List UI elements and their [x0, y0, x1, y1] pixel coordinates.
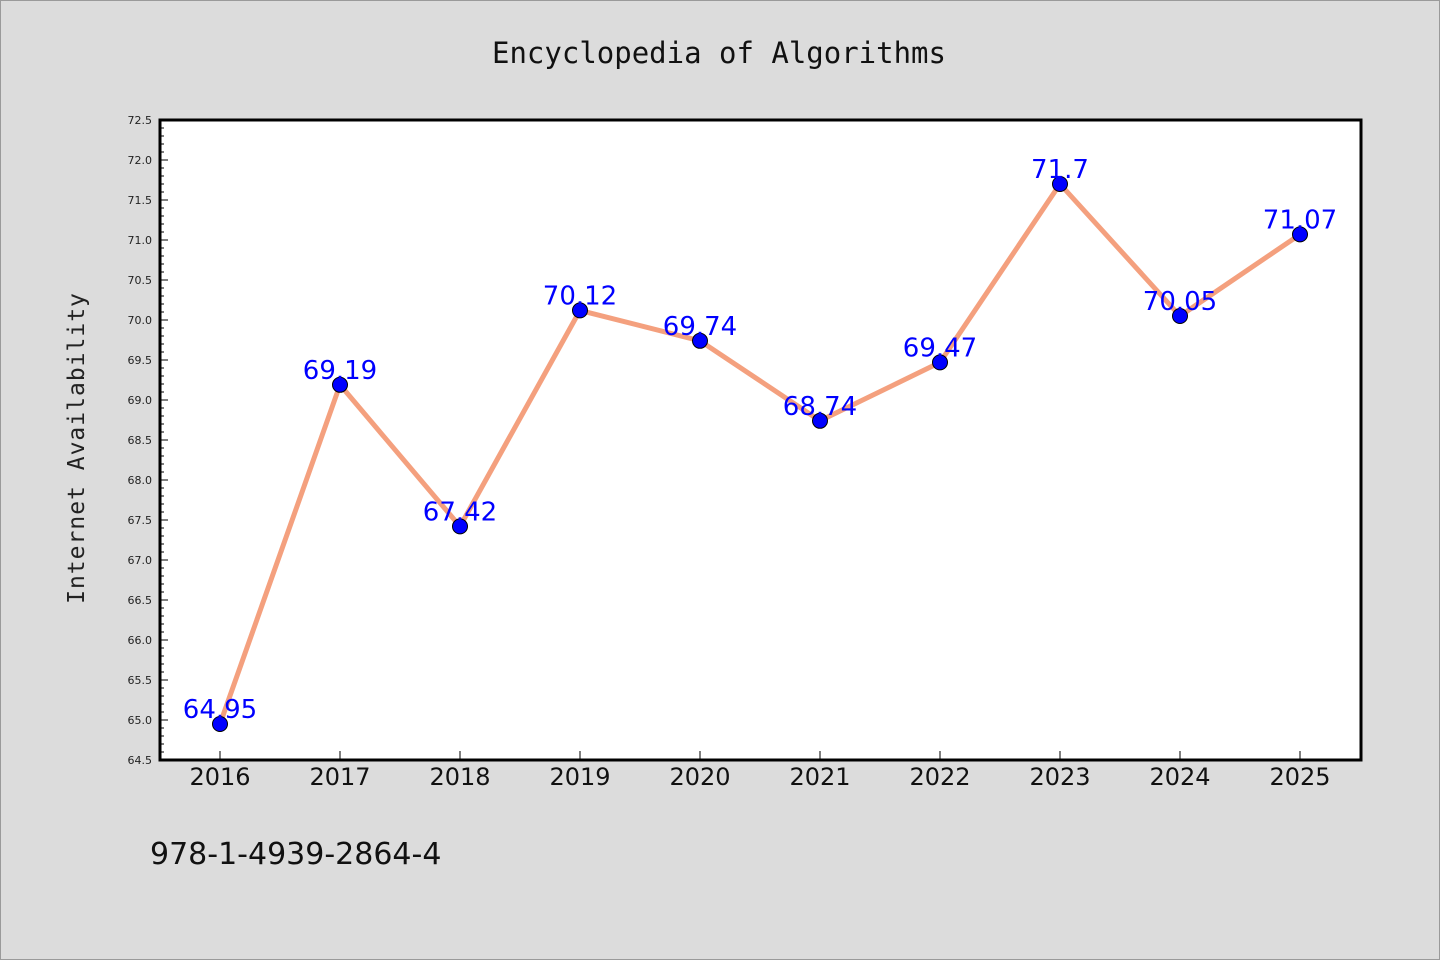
- data-labels: 64.95 69.19 67.42 70.12 69.74 68.74 69.47 71.7 7…: [183, 155, 1337, 725]
- y-tick-label: 70.5: [128, 274, 153, 287]
- y-tick-label: 68.5: [128, 434, 153, 447]
- y-tick-label: 68.0: [128, 474, 153, 487]
- x-tick-label: 2024: [1149, 763, 1210, 791]
- y-axis-title: Internet Availability: [64, 292, 90, 604]
- data-label: 70.12: [543, 281, 617, 311]
- data-label: 64.95: [183, 695, 257, 725]
- y-tick-label: 72.5: [128, 114, 153, 127]
- data-point: [932, 354, 948, 371]
- data-point: [692, 332, 708, 349]
- data-label: 68.74: [783, 392, 857, 422]
- data-label: 71.07: [1263, 205, 1337, 235]
- x-tick-label: 2016: [189, 763, 250, 791]
- y-tick-label: 70.0: [128, 314, 153, 327]
- y-tick-label: 66.0: [128, 634, 153, 647]
- data-point: [1052, 176, 1068, 192]
- y-tick-label: 71.0: [128, 234, 153, 247]
- data-label: 69.47: [903, 333, 977, 363]
- chart-title: Encyclopedia of Algorithms: [492, 36, 946, 70]
- data-label: 71.7: [1031, 155, 1089, 185]
- y-tick-label: 65.5: [128, 674, 153, 687]
- x-tick-label: 2020: [669, 763, 730, 791]
- data-point: [1292, 226, 1308, 243]
- y-tick-label: 69.0: [128, 394, 153, 407]
- isbn-text: 978-1-4939-2864-4: [150, 837, 441, 872]
- y-tick-label: 64.5: [128, 754, 153, 767]
- y-tick-label: 67.0: [128, 554, 153, 567]
- y-tick-label: 65.0: [128, 714, 153, 727]
- y-tick-label: 66.5: [128, 594, 153, 607]
- data-point: [812, 412, 828, 429]
- x-tick-label: 2019: [549, 763, 610, 791]
- y-axis: 64.5 65.0 65.5 66.0 66.5 67.0 67.5 68.0 68.5 69.0…: [128, 114, 168, 767]
- plot-area: [158, 118, 1363, 762]
- x-tick-label: 2021: [789, 763, 850, 791]
- data-point: [332, 376, 348, 393]
- data-label: 69.74: [663, 312, 737, 342]
- y-tick-label: 67.5: [128, 514, 153, 527]
- y-tick-label: 71.5: [128, 194, 153, 207]
- x-tick-label: 2022: [909, 763, 970, 791]
- data-label: 67.42: [423, 497, 497, 527]
- series-line: [217, 181, 1303, 727]
- data-label: 70.05: [1143, 287, 1217, 317]
- data-point: [212, 716, 228, 732]
- x-axis: 2016 2017 2018 2019 2020 2021 2022 2023 2024 2025: [189, 751, 1331, 791]
- x-tick-label: 2023: [1029, 763, 1090, 791]
- series-layer: [212, 176, 1308, 732]
- y-tick-label: 69.5: [128, 354, 153, 367]
- data-point: [452, 518, 468, 535]
- data-point: [572, 302, 588, 319]
- x-tick-label: 2018: [429, 763, 490, 791]
- data-point: [1172, 308, 1188, 324]
- data-label: 69.19: [303, 356, 377, 386]
- y-tick-label: 72.0: [128, 154, 153, 167]
- x-tick-label: 2017: [309, 763, 370, 791]
- x-tick-label: 2025: [1269, 763, 1330, 791]
